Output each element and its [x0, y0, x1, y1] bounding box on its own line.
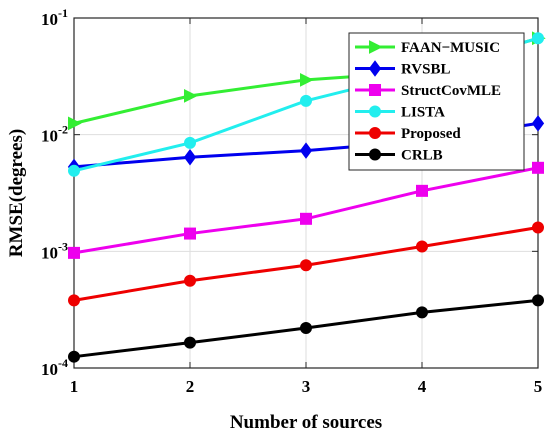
legend-item: LISTA [355, 105, 445, 121]
data-point [183, 149, 197, 166]
data-point [68, 294, 80, 307]
y-tick-label: 10-4 [41, 356, 68, 379]
legend-item: FAAN−MUSIC [355, 40, 500, 56]
data-point [300, 94, 312, 107]
data-point [300, 259, 312, 272]
x-axis-title: Number of sources [230, 412, 382, 433]
x-tick-label: 3 [302, 377, 311, 396]
legend-label: CRLB [401, 148, 443, 164]
legend-item: RVSBL [355, 60, 451, 78]
x-tick-label: 5 [534, 377, 543, 396]
legend-marker [369, 127, 381, 139]
data-point [532, 221, 544, 234]
legend-marker [369, 40, 383, 54]
legend: FAAN−MUSIC RVSBL StructCovMLE LISTA Proposed… [348, 32, 525, 171]
legend-label: Proposed [401, 126, 461, 142]
data-point [184, 89, 198, 103]
data-point [531, 115, 545, 132]
data-point [68, 164, 80, 177]
data-point [416, 240, 428, 253]
legend-marker [369, 84, 381, 96]
series-structcovmle [68, 161, 544, 259]
data-point [300, 322, 312, 335]
data-point [68, 116, 82, 131]
data-point [532, 32, 544, 45]
legend-label: FAAN−MUSIC [401, 40, 500, 56]
legend-marker [369, 148, 381, 161]
series-proposed [68, 221, 544, 307]
data-point [299, 142, 313, 159]
legend-box [348, 32, 525, 171]
legend-marker [369, 105, 381, 118]
data-point [184, 136, 196, 149]
data-point [416, 184, 428, 197]
legend-item: CRLB [355, 148, 443, 164]
data-point [300, 212, 312, 225]
series-crlb [68, 294, 544, 363]
data-point [184, 336, 196, 349]
x-tick-label: 2 [186, 377, 195, 396]
axis-ticks: 1 2 3 4 5 10-4 10-3 10-2 10-1 [41, 6, 542, 396]
legend-label: StructCovMLE [401, 83, 501, 99]
x-tick-label: 4 [418, 377, 427, 396]
data-point [184, 227, 196, 240]
data-point [68, 350, 80, 363]
x-tick-label: 1 [70, 377, 79, 396]
data-point [416, 306, 428, 319]
y-tick-label: 10-3 [41, 239, 68, 262]
legend-label: LISTA [401, 105, 445, 121]
legend-item: Proposed [355, 126, 461, 142]
data-point [300, 72, 314, 87]
data-point [532, 294, 544, 307]
data-point [532, 161, 544, 174]
legend-item: StructCovMLE [355, 83, 501, 99]
legend-label: RVSBL [401, 62, 451, 78]
y-axis-title: RMSE(degrees) [6, 129, 27, 257]
data-point [184, 274, 196, 287]
legend-marker [368, 60, 382, 77]
data-point [68, 246, 80, 259]
y-tick-label: 10-2 [41, 123, 68, 146]
y-tick-label: 10-1 [41, 6, 68, 29]
